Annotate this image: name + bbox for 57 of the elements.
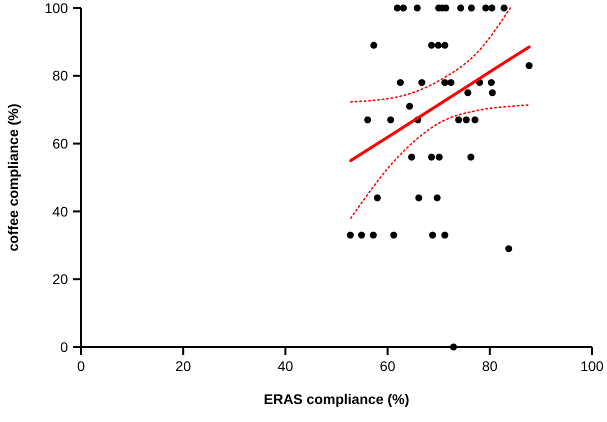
y-tick-label: 40 [52,203,68,220]
point [482,4,490,12]
point [364,116,372,124]
point [468,4,475,12]
point [488,89,496,96]
line-series [350,7,511,103]
x-tick-label: 100 [580,358,604,374]
y-tick-label: 80 [52,68,68,84]
y-tick-label: 0 [60,338,68,355]
point [390,232,398,239]
point [414,4,421,12]
point [428,154,436,161]
line-series [350,104,530,219]
point [415,194,422,202]
point [488,79,495,86]
point [500,4,508,12]
point [406,102,414,110]
point [436,154,443,161]
point [374,194,381,202]
x-tick-label: 60 [380,358,396,374]
point [434,194,441,202]
point [457,4,464,12]
point [441,42,448,49]
point [455,116,462,124]
point [471,116,478,124]
point [526,62,533,70]
point [408,154,416,161]
point [400,4,407,12]
point [387,116,394,124]
y-tick-label: 20 [52,271,68,288]
x-tick-label: 80 [482,358,498,374]
point [370,42,378,49]
point [370,232,377,239]
point [488,4,496,12]
point [467,154,474,161]
x-tick-label: 40 [278,358,294,374]
point [434,42,442,49]
y-tick-label: 60 [52,136,68,152]
x-axis-title: ERAS compliance (%) [264,391,410,407]
y-tick-label: 100 [44,0,68,16]
point [346,232,354,239]
point [418,79,426,86]
point [464,89,472,96]
x-tick-label: 20 [175,358,192,374]
x-tick-label: 0 [77,358,86,374]
point [462,116,470,124]
point [441,232,448,239]
point [394,4,401,12]
point [358,232,366,239]
point [447,79,454,86]
y-axis-title: coffee compliance (%) [5,104,21,252]
point [441,79,448,86]
point [396,79,404,86]
point [505,245,512,252]
point [428,42,436,49]
line-series [349,45,531,162]
point [429,232,436,239]
